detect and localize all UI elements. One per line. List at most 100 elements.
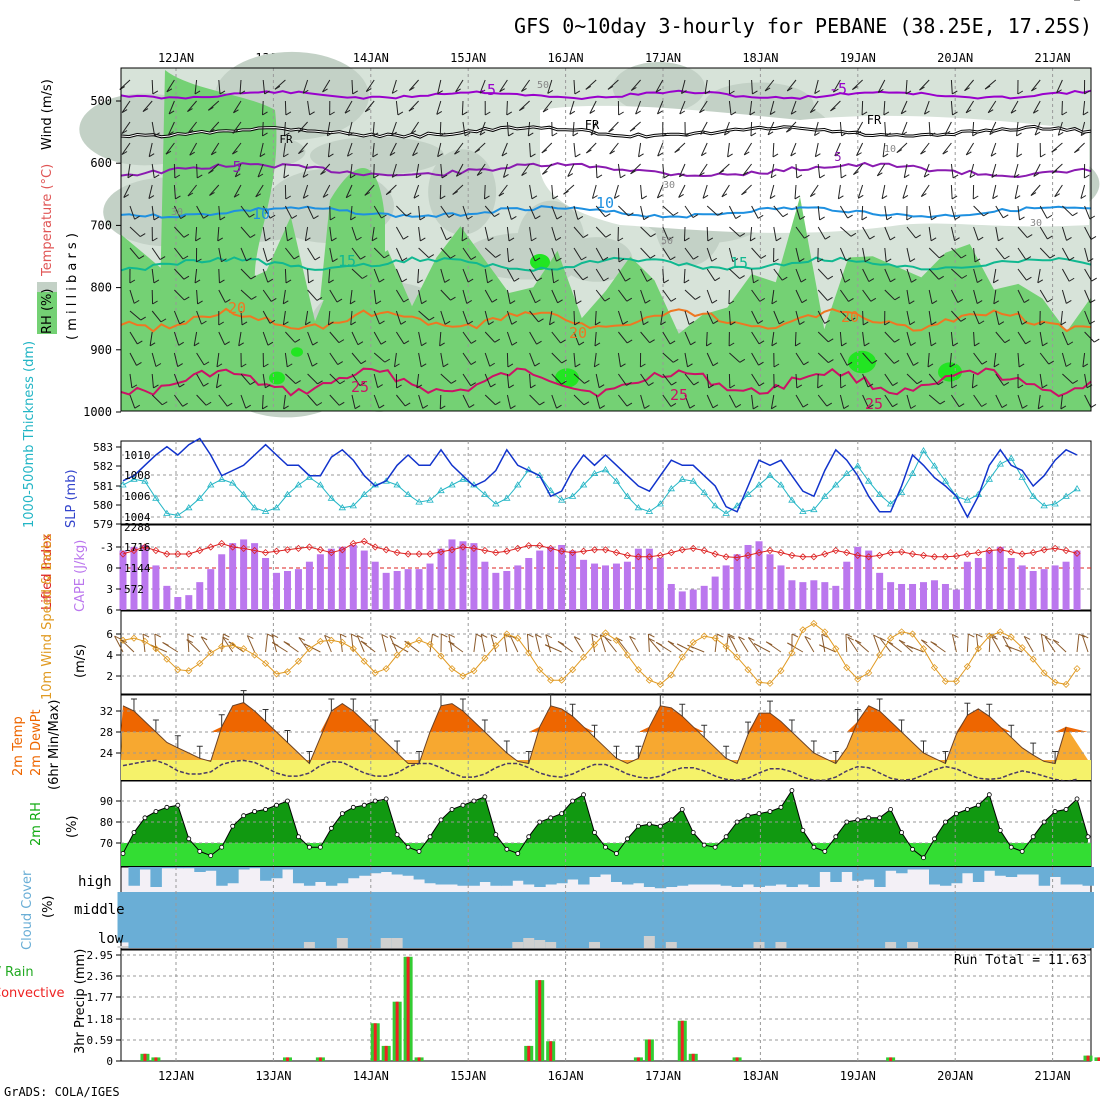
wind-barb-flag: [436, 110, 443, 115]
wind-barb-flag: [1049, 254, 1056, 259]
wind-barb-flag: [801, 299, 808, 304]
wind-barb: [418, 289, 423, 304]
wind-speed-point: [601, 629, 610, 637]
thickness-point: [196, 494, 204, 501]
contour-label: 30: [171, 207, 183, 218]
wind-barb-flag: [428, 254, 435, 259]
wind-barb: [706, 331, 708, 347]
wind-barb-flag: [987, 109, 994, 114]
lifted-index-point: [338, 546, 346, 554]
cloud-axis-label: Cloud Cover: [20, 870, 35, 950]
wind-barb-flag: [350, 174, 356, 179]
wind-barb-flag: [828, 359, 834, 364]
wind-barb: [794, 184, 797, 199]
cloud-high: [918, 867, 930, 870]
wind-barb: [590, 121, 597, 136]
wind-barb-flag: [906, 216, 913, 221]
wind-barb: [440, 226, 447, 241]
day-label-top: 20JAN: [937, 51, 973, 65]
contour-line: [120, 307, 1092, 333]
cape-bar: [273, 572, 281, 610]
wind-barb: [613, 184, 619, 199]
rh2m-point: [252, 809, 257, 814]
wind-speed-point: [283, 668, 292, 676]
wind-barb: [586, 142, 597, 154]
wind-barb-flag: [974, 258, 981, 263]
wind-barb: [617, 247, 620, 263]
wind-barb-flag: [817, 258, 824, 263]
wind-barb: [683, 268, 686, 284]
wind-barb-flag: [753, 279, 759, 284]
wind-barb-flag: [841, 342, 847, 347]
wind-barb-flag: [216, 363, 223, 368]
wind-barb-flag: [1072, 380, 1078, 384]
cloud-high: [314, 867, 327, 882]
lifted-index-point: [887, 549, 895, 557]
wind-barb-flag: [196, 258, 202, 263]
surface-barb-flag: [490, 634, 498, 639]
wind-barb: [542, 163, 553, 175]
wind-barb-flag: [287, 237, 293, 242]
wind-barb-flag: [852, 86, 858, 90]
wind-barb: [684, 394, 691, 409]
wind-barb: [484, 310, 490, 325]
wind-speed-point: [1007, 633, 1015, 641]
wind-barb: [684, 289, 696, 300]
thickness-axis-label: 1000-500mb Thickness (dm): [22, 341, 37, 528]
cape-bar: [404, 569, 412, 610]
wind-barb: [484, 352, 491, 367]
wind-speed-point: [404, 640, 412, 649]
temp-area: [121, 702, 1088, 764]
wind-barb: [484, 226, 489, 241]
surface-barb-flag: [930, 641, 937, 646]
wind-barb-flag: [530, 153, 536, 158]
wind-barb: [255, 184, 264, 198]
lifted-index-point: [755, 549, 763, 557]
cloud-low: [303, 942, 316, 948]
wind-barb: [884, 268, 891, 283]
wind-barb-flag: [238, 342, 244, 347]
wind-barb-flag: [574, 90, 581, 95]
wind-speed-point: [503, 630, 511, 638]
wind-barb-flag: [148, 153, 155, 158]
cloud-high: [589, 867, 601, 877]
wind-barb-flag: [644, 405, 650, 409]
wind-speed-point: [459, 672, 467, 680]
wind-barb: [683, 226, 686, 242]
wind-barb: [484, 184, 486, 200]
wind-barb: [678, 163, 686, 178]
wind-barb-flag: [599, 405, 605, 409]
wind-barb: [728, 394, 737, 408]
wind-barb: [1082, 352, 1086, 367]
wind-barb: [617, 163, 621, 178]
wind-barb-flag: [219, 279, 225, 284]
wind-barb: [965, 142, 975, 156]
wind-barb: [973, 394, 983, 407]
wind-barb: [351, 352, 362, 365]
wind-barb-flag: [262, 132, 268, 137]
day-label-bottom: 19JAN: [840, 1069, 876, 1083]
lifted-index-point: [645, 553, 653, 561]
wind-barb-flag: [140, 316, 146, 321]
wind-barb: [196, 352, 205, 366]
wind-barb-flag: [499, 88, 505, 93]
rh2m-point: [701, 842, 707, 848]
thickness-point: [217, 475, 226, 482]
wind-barb: [993, 352, 997, 367]
wind-barb-flag: [717, 211, 723, 216]
lifted-index-point: [930, 553, 939, 561]
wind-barb: [817, 268, 829, 280]
wind-barb-flag: [909, 321, 916, 326]
contour-label: 20: [228, 299, 246, 317]
wind-barb: [196, 163, 198, 179]
wind-barb: [151, 268, 155, 283]
wind-barb-flag: [339, 380, 346, 385]
cloud-high: [907, 867, 919, 870]
thickness-point: [185, 504, 193, 511]
wind-barb-flag: [920, 150, 926, 155]
wind-barb-flag: [730, 111, 737, 116]
wind-barb-flag: [660, 321, 666, 326]
wind-barb: [408, 100, 419, 112]
wind-speed-point: [1051, 678, 1059, 686]
wind-barb: [551, 268, 555, 283]
